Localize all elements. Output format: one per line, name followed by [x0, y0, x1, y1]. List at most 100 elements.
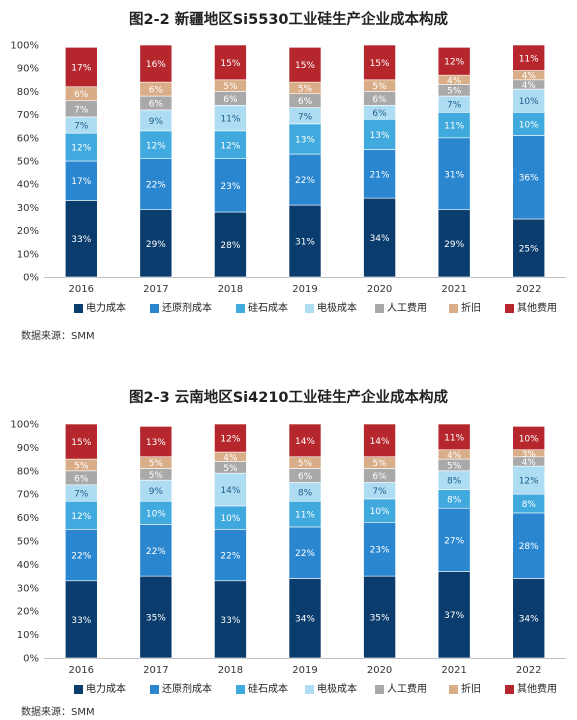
data-label: 22% [220, 552, 240, 562]
legend-label: 折旧 [461, 684, 481, 695]
data-label: 22% [146, 547, 166, 557]
bar-segment [214, 158, 247, 213]
x-tick-label: 2020 [367, 665, 392, 676]
legend-swatch [236, 304, 245, 313]
data-label: 22% [295, 176, 315, 186]
data-label: 6% [372, 109, 387, 119]
data-label: 15% [295, 61, 315, 71]
y-tick-label: 90% [17, 64, 39, 75]
bar-segment [512, 135, 546, 220]
data-label: 11% [519, 54, 539, 64]
data-label: 7% [447, 101, 462, 111]
data-label: 7% [298, 112, 313, 122]
legend-swatch [74, 304, 83, 313]
legend-label: 还原剂成本 [162, 684, 212, 695]
data-label: 33% [220, 616, 240, 626]
legend-label: 人工费用 [387, 684, 427, 695]
y-tick-label: 20% [17, 226, 39, 237]
x-tick-label: 2021 [441, 284, 466, 295]
data-label: 10% [519, 97, 539, 107]
bar-segment [139, 426, 173, 458]
y-tick-label: 80% [17, 466, 39, 477]
bar-segment [512, 512, 546, 579]
data-label: 6% [372, 95, 387, 105]
bar-segment [437, 209, 471, 278]
data-label: 14% [370, 437, 390, 447]
legend-label: 折旧 [461, 303, 481, 314]
bar-segment [512, 44, 546, 71]
legend-label: 硅石成本 [248, 303, 288, 314]
bar-segment [288, 47, 322, 83]
data-label: 35% [146, 614, 166, 624]
data-label: 6% [298, 472, 313, 482]
bar-segment [214, 423, 247, 453]
data-label: 28% [220, 241, 240, 251]
x-tick-label: 2017 [143, 284, 168, 295]
chart-panel-yunnan: 图2-3 云南地区Si4210工业硅生产企业成本构成 0% 10% 20% 30% 40… [0, 378, 577, 720]
bar-segment [139, 130, 173, 159]
x-tick-label: 2018 [218, 665, 243, 676]
data-label: 8% [522, 500, 537, 510]
data-label: 5% [447, 87, 462, 97]
bar-segment [512, 578, 546, 659]
bar-segment [214, 211, 247, 278]
data-label: 16% [146, 60, 166, 70]
data-label: 12% [220, 141, 240, 151]
data-source-note: 数据来源：SMM [21, 331, 95, 342]
data-label: 13% [370, 131, 390, 141]
data-label: 5% [447, 461, 462, 471]
data-label: 5% [372, 459, 387, 469]
data-label: 29% [146, 240, 166, 250]
data-label: 4% [522, 72, 537, 82]
legend-label: 硅石成本 [248, 684, 288, 695]
data-label: 8% [298, 488, 313, 498]
data-label: 6% [372, 472, 387, 482]
data-label: 6% [74, 474, 89, 484]
data-label: 12% [220, 435, 240, 445]
y-tick-label: 90% [17, 443, 39, 454]
data-label: 7% [74, 490, 89, 500]
data-label: 13% [295, 135, 315, 145]
data-label: 11% [295, 511, 315, 521]
x-tick-label: 2019 [292, 665, 317, 676]
data-label: 4% [223, 453, 238, 463]
bar-segment [64, 529, 98, 582]
x-tick-label: 2019 [292, 284, 317, 295]
data-label: 34% [519, 615, 539, 625]
data-label: 10% [519, 120, 539, 130]
legend-swatch [305, 685, 314, 694]
bar-segment [64, 160, 98, 201]
stacked-bar-chart-yunnan: 0% 10% 20% 30% 40% 50% 60% 70% 80% 90% 100% 33% 22% 1… [10, 420, 566, 676]
y-tick-label: 20% [17, 607, 39, 618]
data-label: 34% [295, 615, 315, 625]
data-label: 12% [71, 144, 91, 154]
bar-segment [214, 105, 247, 132]
data-label: 13% [146, 438, 166, 448]
data-label: 21% [370, 170, 390, 180]
legend-label: 电极成本 [317, 684, 357, 695]
data-label: 6% [298, 97, 313, 107]
data-label: 4% [522, 458, 537, 468]
chart-legend: 电力成本 还原剂成本 硅石成本 电极成本 人工费用 折旧 其他费用 [0, 683, 577, 697]
data-label: 10% [146, 509, 166, 519]
data-label: 6% [149, 100, 164, 110]
data-label: 23% [370, 546, 390, 556]
legend-swatch [505, 685, 514, 694]
legend-swatch [74, 685, 83, 694]
legend-label: 还原剂成本 [162, 303, 212, 314]
data-label: 3% [522, 450, 537, 460]
legend-swatch [375, 685, 384, 694]
data-label: 6% [149, 86, 164, 96]
data-label: 7% [74, 105, 89, 115]
legend-label: 电极成本 [317, 303, 357, 314]
legend-label: 电力成本 [86, 684, 126, 695]
data-label: 8% [447, 495, 462, 505]
data-label: 37% [444, 611, 464, 621]
chart-panel-xinjiang: 图2-2 新疆地区Si5530工业硅生产企业成本构成 0% 10% 20% 30% 40… [0, 0, 577, 350]
data-label: 5% [372, 82, 387, 92]
bar-segment [139, 575, 173, 659]
bar-segment [139, 209, 173, 278]
bar-segment [139, 44, 173, 83]
stacked-bar-chart-xinjiang: 0% 10% 20% 30% 40% 50% 60% 70% 80% 90% 100% 33% 17% 1… [10, 41, 566, 295]
data-source-note: 数据来源：SMM [21, 707, 95, 718]
